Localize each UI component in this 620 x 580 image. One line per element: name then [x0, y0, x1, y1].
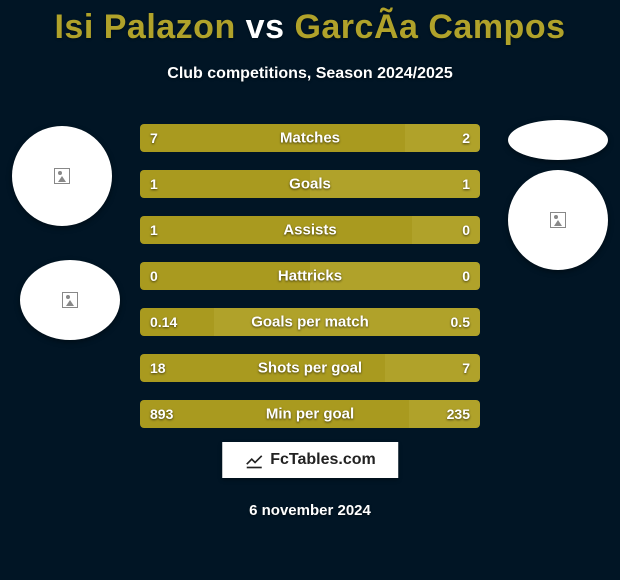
stat-left-segment: 18	[140, 354, 385, 382]
stat-row: 893235Min per goal	[140, 400, 480, 428]
date-text: 6 november 2024	[0, 502, 620, 519]
stat-right-segment: 7	[385, 354, 480, 382]
subtitle: Club competitions, Season 2024/2025	[0, 65, 620, 83]
stat-row: 0.140.5Goals per match	[140, 308, 480, 336]
image-placeholder-icon	[54, 168, 70, 184]
stat-right-value: 7	[462, 360, 470, 376]
stat-right-segment: 0	[310, 262, 480, 290]
stat-left-value: 7	[150, 130, 158, 146]
image-placeholder-icon	[62, 292, 78, 308]
stat-right-value: 235	[447, 406, 470, 422]
stat-right-value: 0.5	[451, 314, 470, 330]
stat-right-segment: 1	[310, 170, 480, 198]
stat-right-segment: 235	[409, 400, 480, 428]
stat-row: 72Matches	[140, 124, 480, 152]
stats-bar-chart: 72Matches11Goals10Assists00Hattricks0.14…	[140, 124, 480, 446]
stat-right-value: 0	[462, 222, 470, 238]
stat-left-segment: 1	[140, 216, 412, 244]
stat-left-value: 893	[150, 406, 173, 422]
stat-left-segment: 0	[140, 262, 310, 290]
stat-right-value: 1	[462, 176, 470, 192]
stat-left-value: 0.14	[150, 314, 177, 330]
image-placeholder-icon	[550, 212, 566, 228]
stat-left-value: 18	[150, 360, 166, 376]
player1-club-avatar	[20, 260, 120, 340]
player2-avatar-top	[508, 120, 608, 160]
stat-row: 11Goals	[140, 170, 480, 198]
player2-name: GarcÃ­a Campos	[294, 8, 565, 46]
stat-row: 00Hattricks	[140, 262, 480, 290]
stat-row: 187Shots per goal	[140, 354, 480, 382]
brand-badge: FcTables.com	[222, 442, 398, 478]
player1-name: Isi Palazon	[54, 8, 235, 46]
stat-left-value: 1	[150, 176, 158, 192]
brand-text: FcTables.com	[270, 451, 376, 469]
chart-icon	[244, 450, 264, 470]
player2-club-avatar	[508, 170, 608, 270]
stat-row: 10Assists	[140, 216, 480, 244]
player1-avatar	[12, 126, 112, 226]
stat-right-value: 2	[462, 130, 470, 146]
stat-left-segment: 1	[140, 170, 310, 198]
stat-right-segment: 0.5	[214, 308, 480, 336]
stat-left-value: 1	[150, 222, 158, 238]
stat-left-segment: 0.14	[140, 308, 214, 336]
page-title: Isi Palazon vs GarcÃ­a Campos	[0, 0, 620, 47]
stat-right-segment: 0	[412, 216, 480, 244]
stat-left-value: 0	[150, 268, 158, 284]
stat-left-segment: 7	[140, 124, 405, 152]
vs-label: vs	[246, 8, 285, 46]
stat-left-segment: 893	[140, 400, 409, 428]
stat-right-segment: 2	[405, 124, 480, 152]
stat-right-value: 0	[462, 268, 470, 284]
